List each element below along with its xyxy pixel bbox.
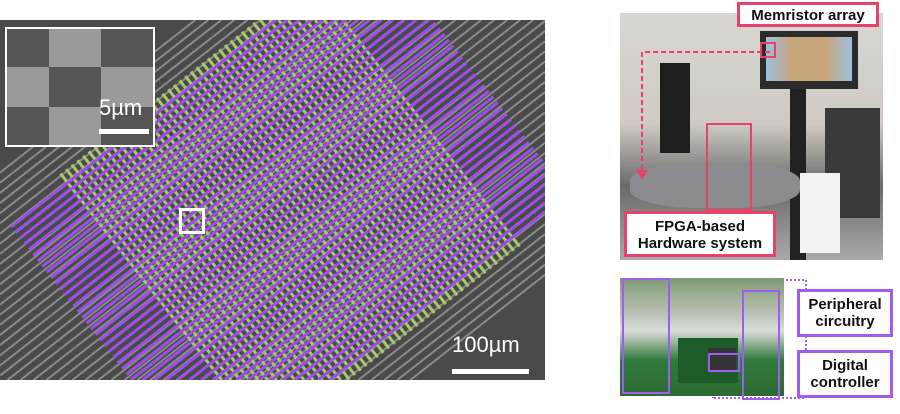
pad-lead xyxy=(409,273,545,380)
top-electrode xyxy=(129,95,495,380)
top-electrode xyxy=(23,20,312,245)
sem-crossbar-image xyxy=(0,20,545,380)
peripheral-circuitry-label: Peripheral circuitry xyxy=(797,289,893,337)
pad-lead xyxy=(45,20,508,380)
top-electrode xyxy=(85,38,451,325)
bottom-electrode xyxy=(313,20,504,261)
top-electrode xyxy=(90,44,455,331)
zoom-region-marker xyxy=(179,208,205,234)
main-scale-bar xyxy=(452,369,529,374)
top-electrode xyxy=(45,20,371,274)
peripheral-label-line1: Peripheral xyxy=(808,296,882,313)
top-electrode xyxy=(211,135,526,380)
pad-lead xyxy=(19,20,482,380)
memristor-array-label: Memristor array xyxy=(737,2,879,27)
top-electrode xyxy=(176,118,513,380)
inset-checkerboard xyxy=(7,29,153,145)
top-electrode xyxy=(59,20,406,291)
peripheral-box-right xyxy=(742,290,780,400)
digital-label-line2: controller xyxy=(810,374,880,392)
digital-label-line1: Digital xyxy=(822,357,868,374)
monitor xyxy=(760,31,858,89)
top-electrode xyxy=(67,20,429,302)
top-electrode xyxy=(270,164,545,380)
top-electrode xyxy=(98,55,464,342)
pad-lead xyxy=(370,243,545,380)
pad-lead xyxy=(357,233,545,380)
top-electrode xyxy=(81,33,446,319)
pad-lead xyxy=(383,253,545,380)
pad-lead xyxy=(136,60,545,380)
top-electrode xyxy=(41,20,359,268)
top-electrode xyxy=(328,210,545,380)
top-electrode xyxy=(188,123,517,380)
top-electrode xyxy=(258,157,544,380)
top-electrode xyxy=(223,140,530,380)
peripheral-label-line2: circuitry xyxy=(815,313,875,331)
top-electrode xyxy=(94,50,459,336)
digital-controller-label: Digital controller xyxy=(797,350,893,398)
white-box xyxy=(800,173,840,253)
top-electrode xyxy=(76,27,442,314)
top-electrode xyxy=(165,112,508,380)
top-electrode xyxy=(200,129,521,380)
pad-lead xyxy=(396,263,545,380)
top-electrode xyxy=(141,101,499,380)
top-electrode xyxy=(116,78,482,365)
top-electrode xyxy=(103,61,468,348)
inset-scale-bar xyxy=(99,129,149,134)
monitor-screen xyxy=(766,37,852,81)
inset-scale-label: 5µm xyxy=(99,95,143,120)
top-electrode xyxy=(50,20,383,280)
top-electrode xyxy=(317,201,545,380)
main-scale-label: 100µm xyxy=(452,332,520,357)
top-electrode xyxy=(107,67,473,353)
top-electrode xyxy=(32,20,336,257)
pad-lead xyxy=(0,20,326,275)
top-electrode xyxy=(36,20,347,263)
top-electrode xyxy=(235,146,535,380)
top-electrode xyxy=(281,174,545,380)
top-electrode xyxy=(19,20,301,240)
bottom-electrode xyxy=(116,128,315,380)
pad-lead xyxy=(0,20,339,286)
pad-lead xyxy=(0,20,378,316)
peripheral-box-left xyxy=(622,278,670,394)
probe-stage xyxy=(630,163,800,208)
top-electrode xyxy=(305,192,545,380)
pad-lead xyxy=(0,20,365,306)
top-electrode xyxy=(28,20,324,251)
hardware-board-photo xyxy=(620,278,784,396)
top-electrode xyxy=(112,72,477,359)
array-highlight-box xyxy=(760,42,776,58)
memristor-label-text: Memristor array xyxy=(751,7,865,24)
top-electrode xyxy=(63,20,418,297)
top-electrode xyxy=(293,183,545,380)
fpga-label-line2: Hardware system xyxy=(637,235,763,253)
bottom-electrode xyxy=(59,172,223,380)
fpga-label: FPGA-based Hardware system xyxy=(624,211,776,257)
fpga-label-line1: FPGA-based xyxy=(654,218,745,235)
top-electrode xyxy=(153,106,504,380)
top-electrode xyxy=(54,20,394,285)
fpga-highlight-box xyxy=(706,123,752,211)
top-electrode xyxy=(246,152,539,380)
inset-zoom-image: 5µm xyxy=(5,27,155,147)
controller-box xyxy=(708,353,740,372)
crossbar-array-drawing xyxy=(0,20,545,380)
bottom-electrode xyxy=(99,141,287,380)
top-electrode xyxy=(121,84,486,370)
top-electrode xyxy=(125,89,490,376)
microscope xyxy=(660,63,690,153)
pad-lead xyxy=(123,50,545,380)
top-electrode xyxy=(72,21,437,308)
